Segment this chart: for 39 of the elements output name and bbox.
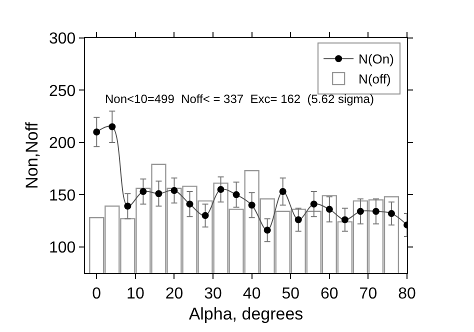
x-tick-label: 30 [204, 285, 222, 302]
point [356, 208, 364, 215]
x-tick-label: 0 [92, 285, 102, 302]
x-tick-label: 80 [398, 285, 416, 302]
point [186, 200, 194, 208]
y-axis-title: Non,Noff [22, 122, 42, 189]
x-tick-label: 10 [126, 285, 144, 302]
x-tick-label: 20 [165, 285, 184, 302]
legend-label: N(On) [358, 52, 394, 67]
y-tick-label: 150 [48, 187, 76, 204]
point [217, 186, 224, 193]
point [279, 188, 286, 196]
point [294, 216, 302, 224]
legend-label: N(off) [358, 72, 391, 87]
x-tick-label: 70 [359, 285, 378, 302]
point [388, 210, 395, 217]
point [108, 123, 116, 130]
point [202, 212, 209, 220]
x-axis-title: Alpha, degrees [188, 304, 304, 324]
point [372, 208, 380, 215]
x-tick-label: 60 [320, 285, 338, 302]
y-tick-label: 250 [48, 82, 76, 100]
y-tick-label: 100 [48, 239, 76, 256]
x-tick-label: 40 [242, 285, 261, 302]
point [248, 202, 256, 209]
point [93, 128, 100, 136]
point [310, 200, 318, 208]
point [232, 191, 240, 198]
point [124, 202, 132, 210]
x-tick-label: 50 [282, 285, 300, 302]
y-tick-label: 300 [48, 30, 76, 48]
point [326, 206, 333, 213]
annotation: Non<10=499 Noff< = 337 Exc= 162 (5.62 sigma) [105, 92, 374, 106]
point [341, 216, 348, 224]
point [140, 188, 147, 196]
point [170, 186, 178, 194]
y-tick-label: 200 [48, 135, 76, 152]
point [155, 190, 162, 198]
point [264, 226, 271, 234]
